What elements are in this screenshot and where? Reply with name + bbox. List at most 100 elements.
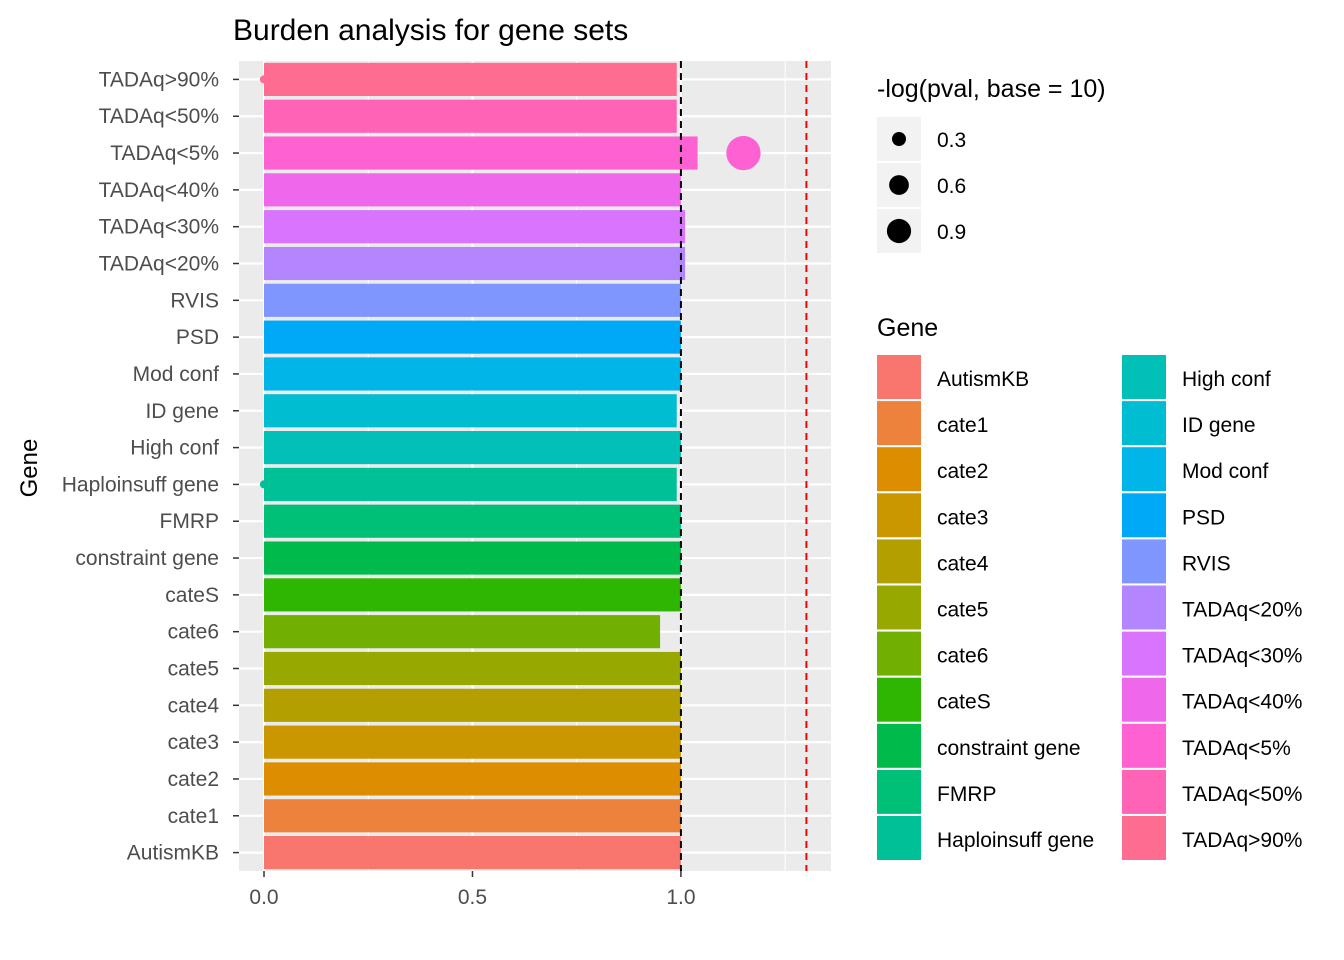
bar (264, 725, 681, 759)
bar (264, 283, 681, 317)
size-legend: 0.3 0.6 0.9 (877, 117, 966, 253)
reference-lines (679, 61, 808, 871)
points (259, 75, 761, 489)
bar (264, 688, 681, 722)
size-legend-label: 0.9 (937, 221, 966, 244)
bar (264, 62, 677, 96)
y-tick-label: High conf (130, 437, 219, 460)
color-legend-swatch (877, 723, 921, 768)
size-legend-dot (889, 175, 909, 195)
y-tick-label: Mod conf (133, 363, 220, 386)
color-legend-label: TADAq<40% (1182, 691, 1302, 714)
y-tick-label: cate2 (168, 768, 219, 791)
x-axis: 0.0 0.5 1.0 (249, 871, 696, 909)
color-legend-label: TADAq<20% (1182, 599, 1302, 622)
bar (264, 615, 661, 649)
y-tick-label: cate6 (168, 621, 219, 644)
color-legend-swatch (1122, 539, 1166, 584)
y-tick-label: TADAq<5% (110, 142, 219, 165)
color-legend-label: TADAq<30% (1182, 645, 1302, 668)
y-tick-label: RVIS (170, 289, 219, 312)
color-legend-label: TADAq<5% (1182, 737, 1291, 760)
bar (264, 578, 681, 612)
bar (264, 836, 681, 870)
color-legend-swatch (877, 539, 921, 584)
size-legend-title: -log(pval, base = 10) (877, 75, 1106, 103)
color-legend-swatch (877, 585, 921, 630)
bar (264, 210, 686, 244)
color-legend-label: TADAq<50% (1182, 783, 1302, 806)
y-tick-label: PSD (176, 326, 219, 349)
y-tick-label: cate5 (168, 658, 219, 681)
point (726, 135, 761, 171)
y-axis-title: Gene (16, 439, 43, 498)
y-tick-label: cateS (165, 584, 219, 607)
color-legend-label: cateS (937, 691, 991, 714)
size-legend-dot (892, 132, 906, 146)
bar (264, 431, 681, 465)
color-legend-swatch (1122, 769, 1166, 814)
color-legend-swatch (1122, 447, 1166, 492)
color-legend-swatch (877, 769, 921, 814)
y-tick-label: TADAq>90% (99, 68, 219, 91)
x-tick-label: 0.5 (458, 886, 487, 909)
bars (264, 62, 698, 870)
bar (264, 246, 686, 281)
color-legend-swatch (877, 401, 921, 446)
y-tick-label: TADAq<20% (99, 253, 219, 276)
size-legend-label: 0.6 (937, 175, 966, 198)
size-legend-label: 0.3 (937, 129, 966, 152)
bar (264, 541, 681, 575)
y-tick-label: Haploinsuff gene (62, 473, 219, 496)
bar (264, 799, 681, 833)
color-legend-swatch (1122, 355, 1166, 399)
color-legend-swatch (877, 355, 921, 399)
color-legend-label: ID gene (1182, 414, 1256, 437)
color-legend-label: Haploinsuff gene (937, 829, 1094, 852)
chart-title: Burden analysis for gene sets (233, 14, 628, 47)
point (259, 75, 269, 84)
color-legend-label: cate1 (937, 414, 988, 437)
bar (264, 357, 681, 391)
y-tick-label: ID gene (145, 400, 219, 423)
color-legend-label: Mod conf (1182, 460, 1269, 483)
color-legend-swatch (1122, 401, 1166, 446)
color-legend-swatch (1122, 493, 1166, 538)
color-legend-label: AutismKB (937, 368, 1029, 391)
color-legend-swatch (1122, 631, 1166, 676)
bar (264, 504, 681, 538)
point (259, 480, 269, 489)
y-axis: AutismKB cate1 cate2 cate3 cate4 cate5 cate6 ca… (62, 68, 239, 865)
color-legend-label: RVIS (1182, 552, 1231, 575)
color-legend-label: PSD (1182, 506, 1225, 529)
color-legend-label: cate4 (937, 552, 989, 575)
color-legend-title: Gene (877, 314, 938, 342)
y-tick-label: TADAq<30% (99, 216, 219, 239)
color-legend-label: cate6 (937, 645, 988, 668)
y-tick-label: AutismKB (127, 842, 219, 865)
color-legend-swatch (1122, 585, 1166, 630)
x-tick-label: 1.0 (666, 886, 695, 909)
bar (264, 394, 677, 428)
color-legend-label: cate3 (937, 506, 988, 529)
color-legend-swatch (877, 677, 921, 722)
color-legend-swatch (1122, 677, 1166, 722)
y-tick-label: TADAq<40% (99, 179, 219, 202)
color-legend-swatch (877, 631, 921, 676)
y-tick-label: cate4 (168, 694, 220, 717)
color-legend-label: TADAq>90% (1182, 829, 1302, 852)
color-legend-label: cate5 (937, 599, 988, 622)
bar (264, 467, 677, 501)
color-legend-swatch (1122, 723, 1166, 768)
bar (264, 762, 681, 796)
color-legend-swatch (1122, 816, 1166, 860)
color-legend-swatch (877, 447, 921, 492)
bar (264, 173, 681, 207)
y-tick-label: cate1 (168, 805, 219, 828)
color-legend-label: FMRP (937, 783, 997, 806)
x-tick-label: 0.0 (249, 886, 278, 909)
y-tick-label: cate3 (168, 731, 219, 754)
y-tick-label: FMRP (160, 510, 220, 533)
size-legend-dot (886, 218, 912, 244)
